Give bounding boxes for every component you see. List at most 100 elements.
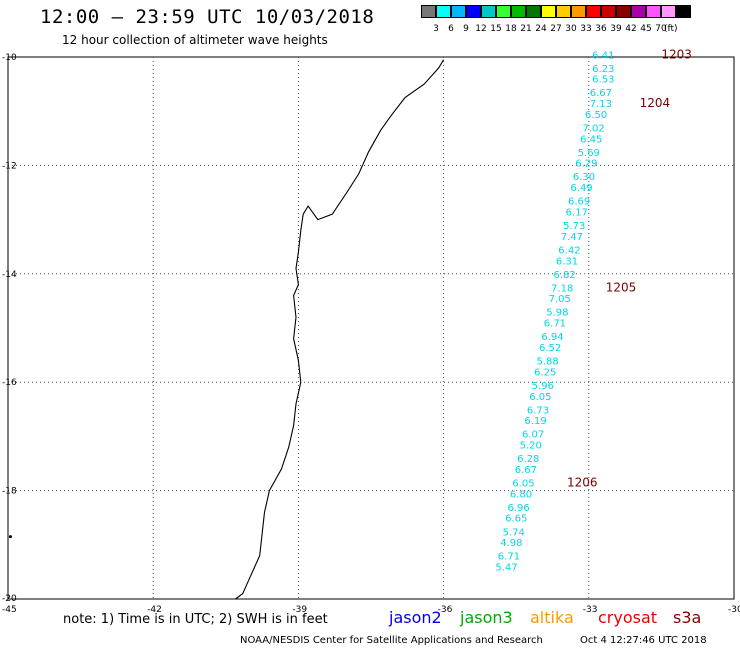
swh-value: 6.23: [592, 64, 614, 75]
swh-value: 7.02: [583, 123, 605, 134]
time-label: 1204: [640, 96, 671, 110]
map-grid: [8, 57, 734, 599]
color-scale-label: 45: [640, 24, 652, 34]
color-scale-swatch: [436, 5, 451, 18]
color-scale-swatch: [481, 5, 496, 18]
color-scale-label: 39: [610, 24, 622, 34]
color-scale-swatch: [541, 5, 556, 18]
color-scale-swatch: [526, 5, 541, 18]
coastline: [235, 59, 445, 600]
color-scale-label: 33: [580, 24, 592, 34]
swh-value: 4.98: [500, 538, 522, 549]
color-scale-label: 6: [448, 24, 454, 34]
color-scale-swatch: [601, 5, 616, 18]
swh-value: 5.69: [578, 148, 600, 159]
color-scale-label: 12: [475, 24, 487, 34]
swh-value: 5.20: [520, 441, 542, 452]
swh-value: 6.82: [553, 270, 575, 281]
lat-tick-label: -18: [2, 487, 17, 497]
lat-tick-label: -14: [2, 270, 17, 280]
swh-value: 5.47: [495, 562, 517, 573]
swh-value: 6.71: [544, 319, 566, 330]
swh-value: 7.05: [549, 294, 571, 305]
swh-value: 6.25: [534, 367, 556, 378]
swh-value: 6.29: [575, 159, 597, 170]
island: [8, 535, 12, 539]
swh-value: 6.05: [529, 392, 551, 403]
lon-tick-label: -33: [583, 605, 598, 615]
lon-tick-label: -30: [728, 605, 740, 615]
color-scale-label: 27: [550, 24, 562, 34]
color-scale-label: 36: [595, 24, 607, 34]
swh-value: 6.67: [515, 465, 537, 476]
color-scale-swatch: [571, 5, 586, 18]
swh-value: 5.74: [503, 527, 525, 538]
chart-subtitle: 12 hour collection of altimeter wave hei…: [62, 33, 328, 47]
swh-value: 5.73: [563, 221, 585, 232]
satellite-cryosat: cryosat: [598, 608, 658, 627]
time-label: 1203: [661, 47, 692, 61]
swh-value: 6.49: [570, 183, 592, 194]
satellite-altika: altika: [530, 608, 574, 627]
swh-value: 6.73: [527, 405, 549, 416]
color-scale-swatch: [676, 5, 691, 18]
color-scale-unit: (ft): [664, 24, 678, 34]
swh-track: 6.416.236.536.677.136.507.026.455.696.29…: [495, 50, 614, 573]
credit-line: NOAA/NESDIS Center for Satellite Applica…: [240, 635, 543, 646]
color-scale-label: 70: [655, 24, 667, 34]
swh-value: 6.19: [524, 416, 546, 427]
color-scale-swatch: [556, 5, 571, 18]
swh-value: 6.69: [568, 197, 590, 208]
swh-value: 6.65: [505, 514, 527, 525]
islands: [8, 535, 12, 539]
swh-value: 6.50: [585, 110, 607, 121]
color-scale-swatch: [496, 5, 511, 18]
chart-title: 12:00 – 23:59 UTC 10/03/2018: [40, 6, 375, 28]
swh-value: 5.98: [546, 308, 568, 319]
color-scale-label: 21: [520, 24, 532, 34]
time-labels: 1203 1204 1205 1206: [567, 47, 692, 489]
lat-tick-label: -10: [2, 53, 17, 63]
swh-value: 6.53: [592, 75, 614, 86]
swh-value: 6.28: [517, 454, 539, 465]
lat-tick-label: -16: [2, 378, 17, 388]
color-scale-label: 42: [625, 24, 637, 34]
swh-value: 7.47: [561, 232, 583, 243]
swh-value: 6.94: [541, 332, 563, 343]
swh-value: 5.96: [532, 381, 554, 392]
color-scale-label: 18: [505, 24, 517, 34]
satellite-s3a: s3a: [673, 608, 702, 627]
swh-value: 6.31: [556, 256, 578, 267]
swh-value: 6.96: [507, 503, 529, 514]
color-scale-label: 3: [433, 24, 439, 34]
color-scale-swatch: [466, 5, 481, 18]
color-scale-swatch: [421, 5, 436, 18]
color-scale-swatch: [661, 5, 676, 18]
color-scale-label: 24: [535, 24, 547, 34]
swh-value: 6.07: [522, 430, 544, 441]
footer-note: note: 1) Time is in UTC; 2) SWH is in fe…: [63, 612, 328, 627]
color-scale-swatch: [511, 5, 526, 18]
swh-value: 6.80: [510, 489, 532, 500]
satellite-jason3: jason3: [460, 608, 513, 627]
lon-tick-label: -42: [147, 605, 162, 615]
color-scale-swatch: [616, 5, 631, 18]
color-scale-swatch: [646, 5, 661, 18]
lat-tick-label: -20: [2, 594, 17, 604]
color-scale-label: 30: [565, 24, 577, 34]
swh-value: 6.30: [573, 172, 595, 183]
swh-value: 6.67: [590, 88, 612, 99]
swh-value: 6.42: [558, 245, 580, 256]
axis-tick-labels: -45 -42 -39 -36 -33 -30 -10 -12 -14 -16 -18 -20: [2, 53, 740, 615]
swh-value: 6.05: [512, 478, 534, 489]
time-label: 1206: [567, 475, 598, 489]
swh-value: 6.41: [592, 50, 614, 61]
color-scale-swatch: [631, 5, 646, 18]
color-scale-swatch: [451, 5, 466, 18]
lon-tick-label: -45: [2, 605, 17, 615]
swh-value: 7.18: [551, 283, 573, 294]
swh-value: 6.71: [498, 552, 520, 563]
swh-value: 6.17: [566, 207, 588, 218]
time-label: 1205: [606, 280, 637, 294]
generation-timestamp: Oct 4 12:27:46 UTC 2018: [580, 635, 707, 646]
